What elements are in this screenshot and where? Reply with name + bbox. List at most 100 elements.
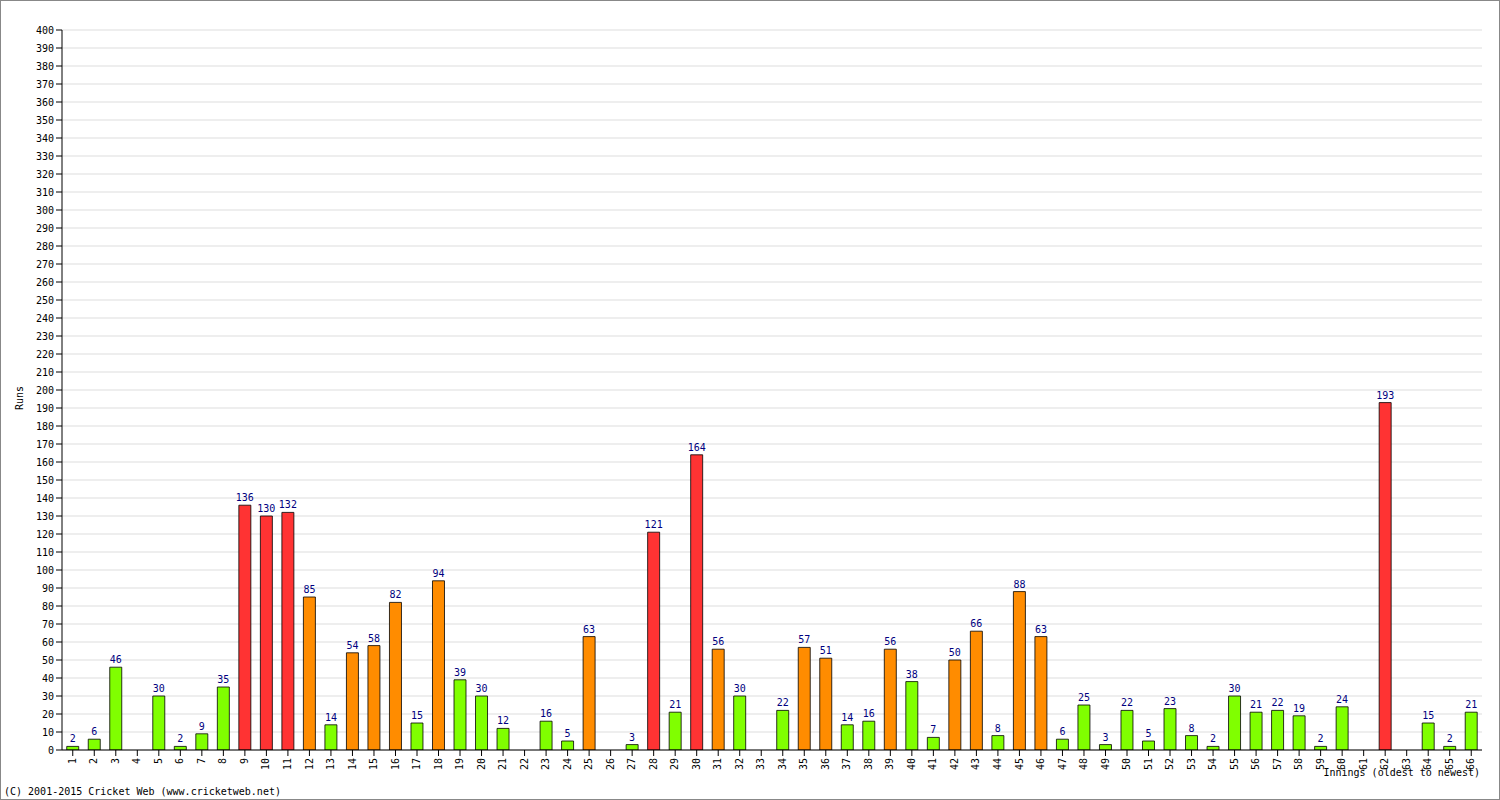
svg-text:14: 14 (325, 712, 337, 723)
svg-text:6: 6 (91, 726, 97, 737)
svg-text:3: 3 (629, 732, 635, 743)
svg-text:56: 56 (1250, 758, 1261, 770)
svg-text:240: 240 (36, 313, 54, 324)
svg-text:21: 21 (1465, 699, 1477, 710)
svg-text:340: 340 (36, 133, 54, 144)
svg-text:350: 350 (36, 115, 54, 126)
svg-text:290: 290 (36, 223, 54, 234)
svg-text:16: 16 (390, 758, 401, 770)
svg-text:26: 26 (605, 758, 616, 770)
svg-text:50: 50 (42, 655, 54, 666)
svg-text:22: 22 (777, 697, 789, 708)
svg-text:400: 400 (36, 25, 54, 36)
svg-text:164: 164 (688, 442, 706, 453)
svg-text:330: 330 (36, 151, 54, 162)
svg-text:58: 58 (1293, 758, 1304, 770)
svg-text:51: 51 (820, 645, 832, 656)
svg-text:2: 2 (70, 733, 76, 744)
svg-text:8: 8 (1189, 723, 1195, 734)
svg-text:33: 33 (755, 758, 766, 770)
svg-text:2: 2 (88, 758, 99, 764)
svg-text:370: 370 (36, 79, 54, 90)
svg-text:54: 54 (1207, 758, 1218, 770)
svg-text:2: 2 (1210, 733, 1216, 744)
svg-text:30: 30 (475, 683, 487, 694)
svg-text:210: 210 (36, 367, 54, 378)
svg-text:6: 6 (1059, 726, 1065, 737)
svg-text:5: 5 (153, 758, 164, 764)
svg-text:23: 23 (540, 758, 551, 770)
svg-text:21: 21 (1250, 699, 1262, 710)
svg-text:27: 27 (626, 758, 637, 770)
svg-text:37: 37 (841, 758, 852, 770)
svg-text:35: 35 (798, 758, 809, 770)
svg-text:121: 121 (645, 519, 663, 530)
svg-text:19: 19 (1293, 703, 1305, 714)
svg-text:14: 14 (347, 758, 358, 770)
svg-text:170: 170 (36, 439, 54, 450)
svg-text:63: 63 (1035, 624, 1047, 635)
svg-text:30: 30 (42, 691, 54, 702)
svg-text:200: 200 (36, 385, 54, 396)
svg-text:110: 110 (36, 547, 54, 558)
svg-text:50: 50 (949, 647, 961, 658)
svg-text:12: 12 (497, 715, 509, 726)
svg-text:40: 40 (906, 758, 917, 770)
svg-text:250: 250 (36, 295, 54, 306)
svg-text:9: 9 (199, 721, 205, 732)
svg-text:190: 190 (36, 403, 54, 414)
svg-text:100: 100 (36, 565, 54, 576)
svg-text:56: 56 (884, 636, 896, 647)
svg-text:58: 58 (368, 633, 380, 644)
svg-text:57: 57 (1272, 758, 1283, 770)
svg-text:8: 8 (995, 723, 1001, 734)
svg-text:23: 23 (1164, 696, 1176, 707)
svg-text:36: 36 (820, 758, 831, 770)
svg-text:3: 3 (110, 758, 121, 764)
svg-text:10: 10 (260, 758, 271, 770)
svg-text:2: 2 (1447, 733, 1453, 744)
svg-text:22: 22 (1272, 697, 1284, 708)
svg-text:10: 10 (42, 727, 54, 738)
svg-text:41: 41 (927, 758, 938, 770)
svg-text:80: 80 (42, 601, 54, 612)
svg-text:193: 193 (1376, 390, 1394, 401)
svg-text:15: 15 (368, 758, 379, 770)
svg-text:130: 130 (36, 511, 54, 522)
svg-text:18: 18 (433, 758, 444, 770)
svg-text:20: 20 (42, 709, 54, 720)
svg-text:150: 150 (36, 475, 54, 486)
svg-text:56: 56 (712, 636, 724, 647)
svg-text:16: 16 (863, 708, 875, 719)
svg-text:14: 14 (841, 712, 853, 723)
svg-text:300: 300 (36, 205, 54, 216)
svg-text:25: 25 (1078, 692, 1090, 703)
svg-text:46: 46 (110, 654, 122, 665)
svg-text:46: 46 (1035, 758, 1046, 770)
svg-text:140: 140 (36, 493, 54, 504)
svg-text:6: 6 (174, 758, 185, 764)
svg-text:16: 16 (540, 708, 552, 719)
svg-text:30: 30 (734, 683, 746, 694)
svg-text:136: 136 (236, 492, 254, 503)
svg-text:4: 4 (131, 758, 142, 764)
svg-text:280: 280 (36, 241, 54, 252)
svg-text:24: 24 (1336, 694, 1348, 705)
svg-text:34: 34 (777, 758, 788, 770)
svg-text:30: 30 (153, 683, 165, 694)
svg-text:63: 63 (583, 624, 595, 635)
svg-text:88: 88 (1013, 579, 1025, 590)
svg-text:8: 8 (217, 758, 228, 764)
svg-text:7: 7 (196, 758, 207, 764)
svg-text:39: 39 (454, 667, 466, 678)
svg-text:54: 54 (346, 640, 358, 651)
svg-text:25: 25 (583, 758, 594, 770)
svg-text:28: 28 (648, 758, 659, 770)
svg-text:94: 94 (432, 568, 444, 579)
svg-text:15: 15 (1422, 710, 1434, 721)
svg-text:51: 51 (1143, 758, 1154, 770)
svg-text:40: 40 (42, 673, 54, 684)
svg-text:60: 60 (42, 637, 54, 648)
svg-text:12: 12 (304, 758, 315, 770)
svg-text:19: 19 (454, 758, 465, 770)
